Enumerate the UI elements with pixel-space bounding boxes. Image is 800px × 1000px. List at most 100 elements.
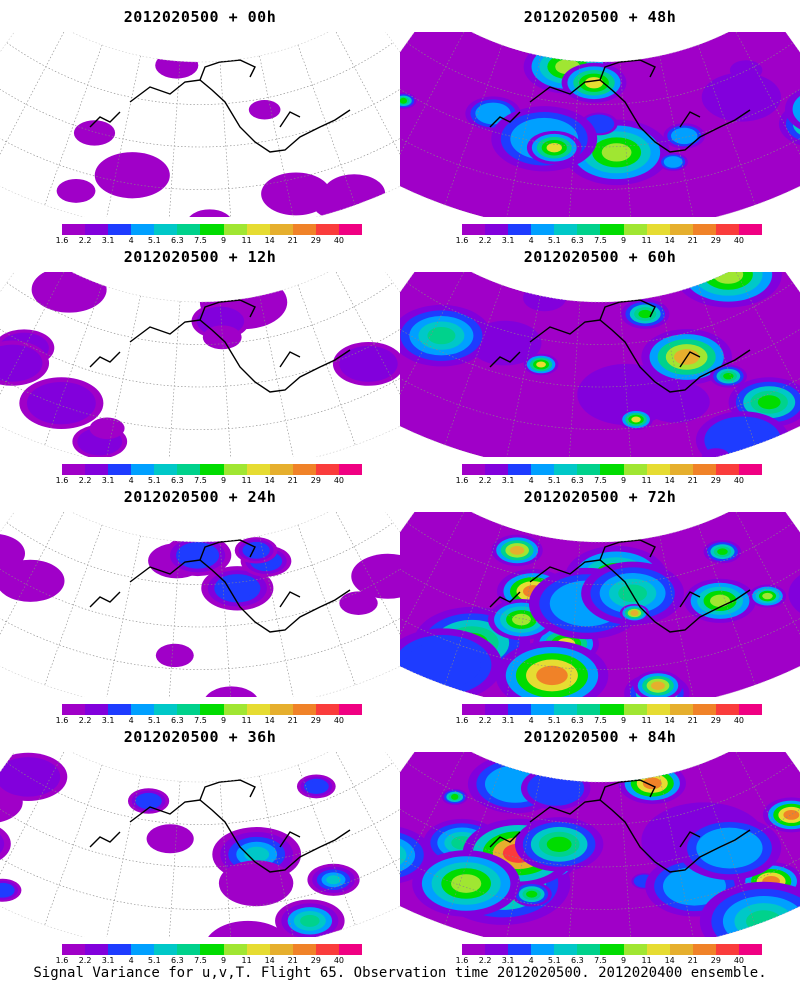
longitude-line — [659, 295, 695, 457]
longitude-line — [444, 524, 503, 686]
variance-contour — [427, 327, 456, 345]
colorbar-label: 29 — [710, 236, 721, 245]
variance-contour — [159, 645, 191, 666]
longitude-line — [505, 55, 541, 217]
longitude-line — [400, 752, 466, 900]
colorbar-label: 2.2 — [478, 236, 492, 245]
variance-contour — [0, 348, 36, 378]
variance-contour — [536, 361, 546, 368]
colorbar-cell — [269, 704, 294, 715]
coastline — [489, 59, 751, 153]
colorbar-cell — [177, 224, 201, 235]
longitude-line — [568, 301, 581, 457]
longitude-line — [505, 775, 541, 937]
map-panel: 2012020500 + 84h 1.6 2.2 3.1 4 5.1 6.3 7.5 9 11 14… — [400, 722, 800, 967]
colorbar-cell — [600, 704, 625, 715]
colorbar-label: 5.1 — [147, 716, 161, 725]
colorbar-cell — [554, 464, 578, 475]
colorbar-cell — [508, 224, 532, 235]
latitude-line — [400, 591, 800, 670]
longitude-line — [734, 512, 800, 660]
colorbar-cell — [315, 944, 340, 955]
colorbar-label: 3.1 — [501, 956, 515, 965]
longitude-line — [444, 284, 503, 446]
colorbar-cell — [646, 464, 671, 475]
latitude-line — [400, 111, 800, 190]
colorbar — [62, 704, 363, 715]
variance-contour — [671, 872, 718, 901]
colorbar-cell — [223, 704, 248, 715]
colorbar-label: 29 — [310, 716, 321, 725]
panel-title: 2012020500 + 36h — [123, 728, 277, 746]
colorbar-cell — [646, 224, 671, 235]
variance-contour — [642, 777, 662, 790]
colorbar-label: 29 — [310, 956, 321, 965]
colorbar-label: 5.1 — [147, 956, 161, 965]
colorbar — [462, 944, 763, 955]
longitude-line — [168, 781, 181, 937]
variance-contour — [326, 875, 341, 885]
variance-contour — [708, 77, 774, 118]
variance-contour — [345, 349, 392, 378]
variance-contour — [56, 178, 96, 203]
coastline — [89, 539, 351, 633]
colorbar-cell — [200, 944, 225, 955]
colorbar-label: 1.6 — [55, 236, 69, 245]
colorbar-label: 2.2 — [78, 236, 92, 245]
colorbar-label: 7.5 — [194, 476, 207, 485]
colorbar-label: 14 — [264, 716, 275, 725]
variance-contour — [0, 533, 26, 574]
latitude-line — [400, 796, 800, 868]
longitude-line — [0, 32, 66, 180]
colorbar-label: 6.3 — [571, 236, 584, 245]
longitude-line — [619, 541, 632, 697]
colorbar-label: 11 — [241, 236, 252, 245]
colorbar-cell — [85, 704, 109, 715]
latitude-line — [400, 316, 800, 388]
colorbar-cell — [85, 944, 109, 955]
map-panel: 2012020500 + 72h 1.6 2.2 3.1 4 5.1 6.3 7.5 9 11 14… — [400, 482, 800, 727]
colorbar-label: 5.1 — [147, 476, 161, 485]
colorbar-label: 2.2 — [478, 956, 492, 965]
latitude-line — [0, 351, 400, 430]
longitude-line — [259, 55, 295, 217]
colorbar-label: 21 — [287, 476, 298, 485]
colorbar — [462, 704, 763, 715]
colorbar-label: 7.5 — [194, 956, 207, 965]
colorbar-cell — [246, 464, 271, 475]
latitude-line — [0, 111, 400, 190]
colorbar-label: 6.3 — [171, 716, 184, 725]
colorbar-cell — [292, 464, 317, 475]
latitude-line — [0, 76, 400, 148]
longitude-line — [568, 781, 581, 937]
colorbar-cell — [62, 464, 86, 475]
colorbar-label: 4 — [528, 236, 534, 245]
map-panel: 2012020500 + 36h 1.6 2.2 3.1 4 5.1 6.3 7.5 9 11 14… — [0, 722, 400, 967]
variance-contour — [674, 130, 694, 142]
colorbar-label: 3.1 — [501, 236, 515, 245]
variance-contour — [342, 593, 375, 613]
longitude-line — [297, 764, 356, 926]
colorbar-label: 29 — [310, 476, 321, 485]
variance-contour — [526, 287, 563, 309]
polar-map — [0, 272, 400, 457]
longitude-line — [444, 44, 503, 206]
latitude-line — [0, 831, 400, 910]
variance-contour — [77, 122, 112, 144]
colorbar-cell — [669, 704, 694, 715]
longitude-line — [697, 44, 756, 206]
colorbar-cell — [200, 464, 225, 475]
variance-contour — [717, 548, 728, 555]
colorbar-cell — [338, 944, 363, 955]
panel-title: 2012020500 + 60h — [523, 248, 677, 266]
colorbar-cell — [531, 704, 555, 715]
variance-contour — [710, 594, 731, 607]
colorbar-cell — [108, 464, 132, 475]
map-panel: 2012020500 + 00h 1.6 2.2 3.1 4 5.1 6.3 7.5 9 11 14… — [0, 2, 400, 247]
map-panel: 2012020500 + 60h 1.6 2.2 3.1 4 5.1 6.3 7.5 9 11 14… — [400, 242, 800, 487]
variance-contour — [757, 395, 781, 410]
colorbar-label: 14 — [264, 236, 275, 245]
longitude-line — [297, 284, 356, 446]
colorbar-label: 3.1 — [101, 476, 115, 485]
colorbar-cell — [692, 464, 717, 475]
